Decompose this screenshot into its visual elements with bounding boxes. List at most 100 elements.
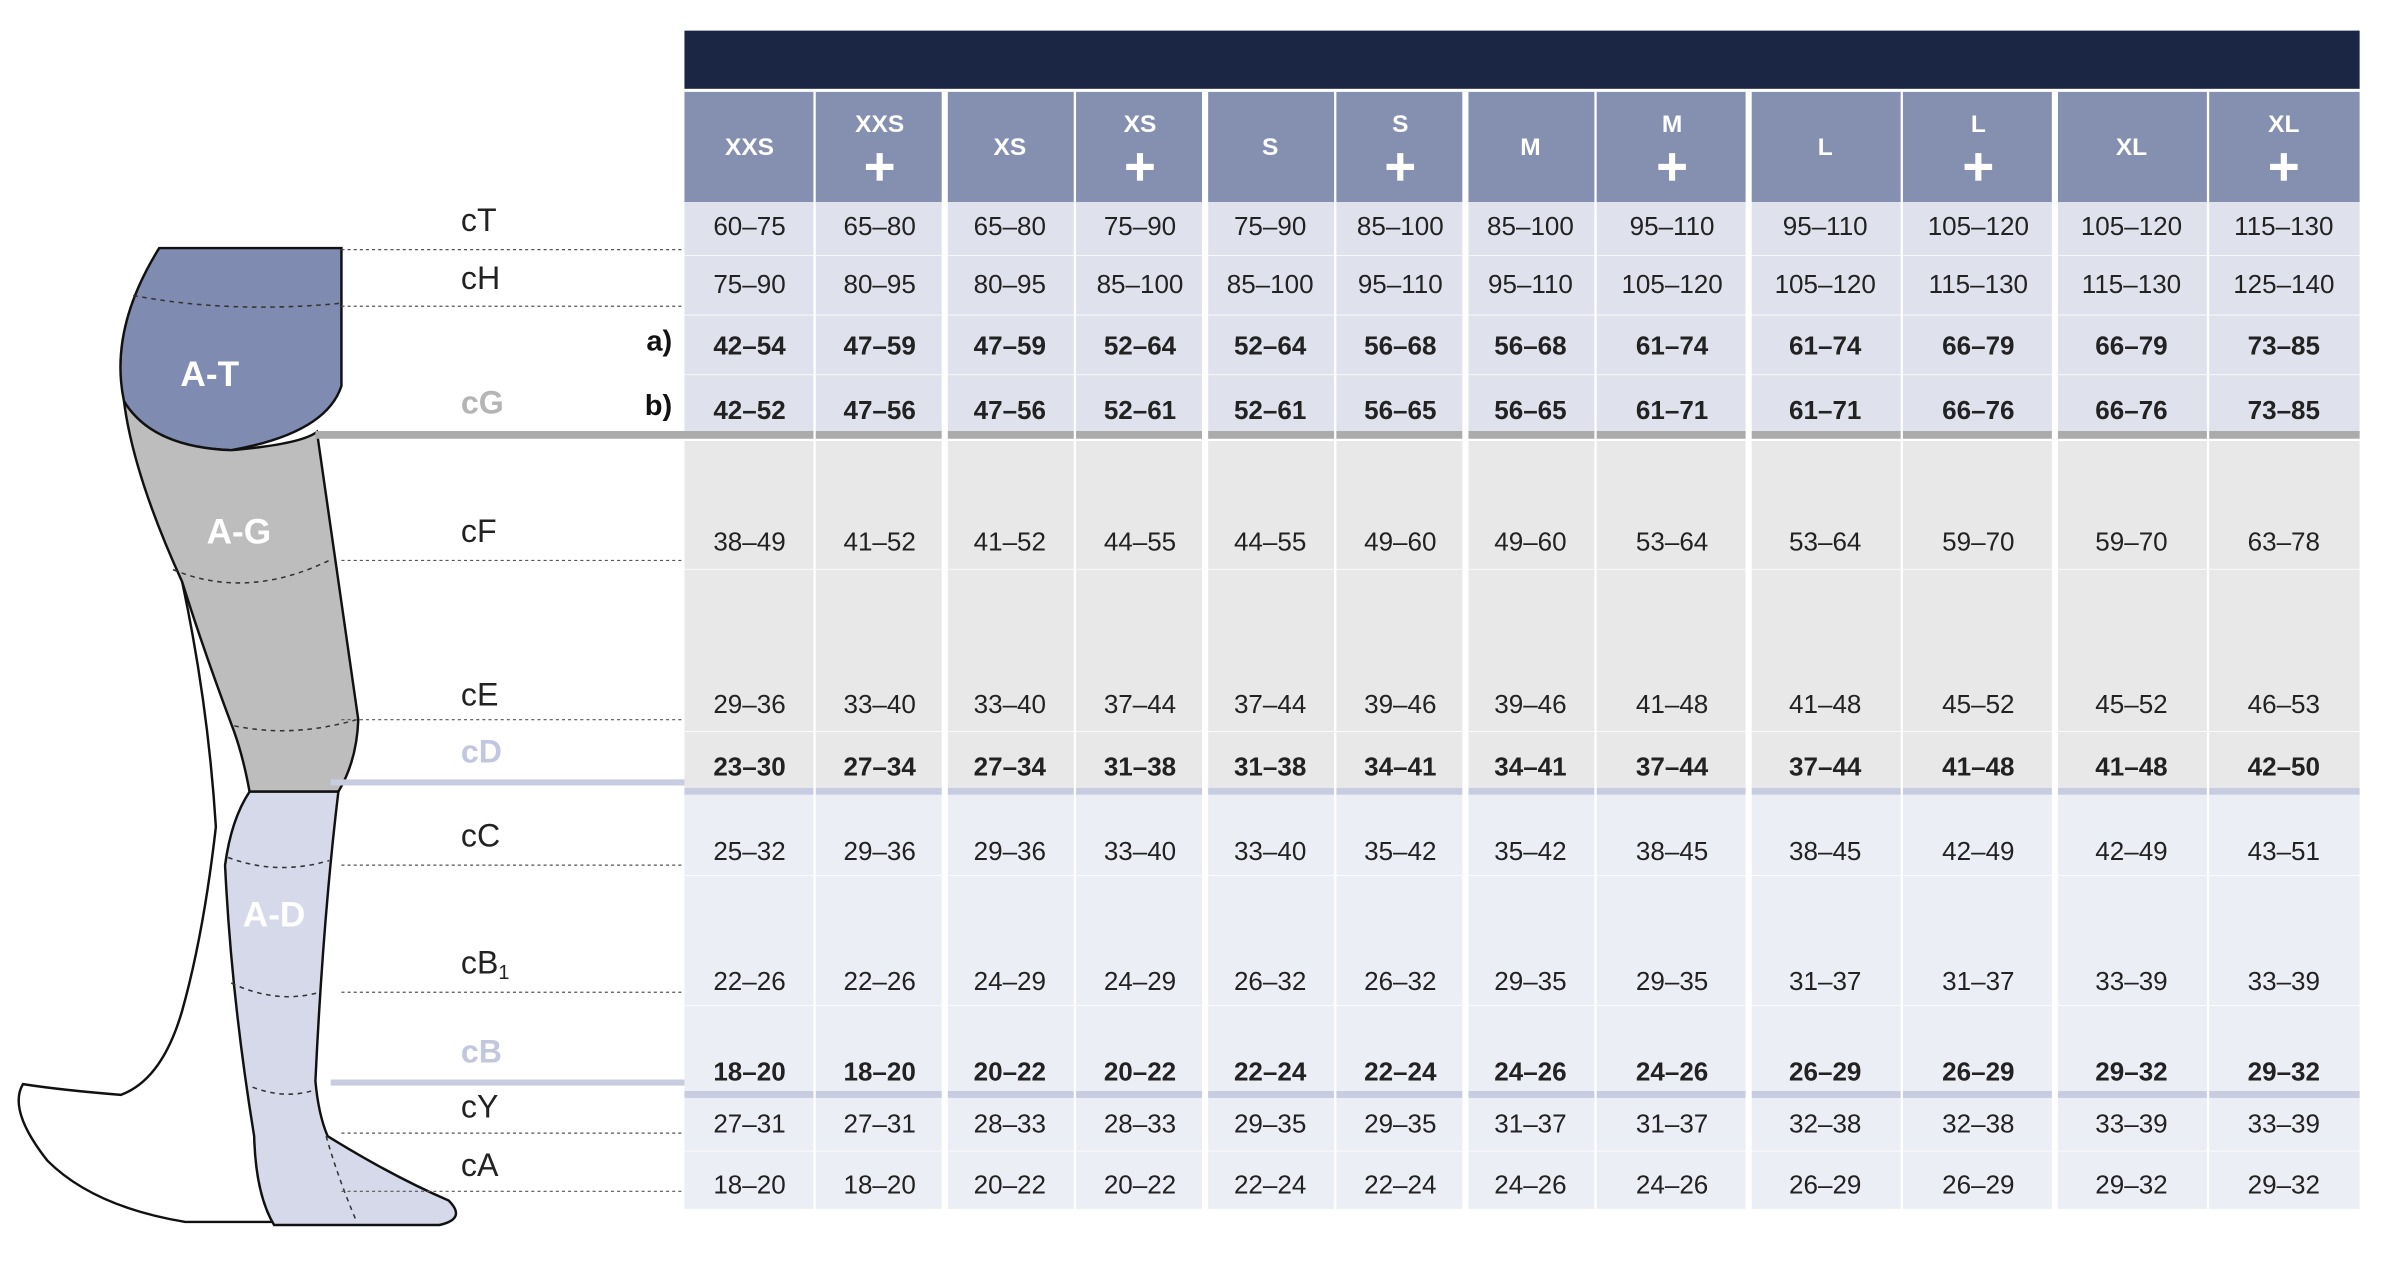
size-value: 49–60	[1364, 526, 1436, 556]
size-value: 42–52	[713, 395, 785, 425]
zone-a-d	[223, 790, 458, 1227]
size-value: 56–65	[1494, 395, 1566, 425]
size-value: 24–26	[1636, 1056, 1708, 1086]
row-bg	[684, 1097, 2360, 1152]
size-value: 95–110	[1783, 211, 1868, 241]
level-name: cY	[461, 1088, 499, 1124]
size-value: 20–22	[974, 1170, 1046, 1200]
size-value: 59–70	[1942, 526, 2014, 556]
size-label: XXS	[855, 111, 904, 138]
level-label: cB1	[461, 944, 510, 984]
size-value: 65–80	[974, 211, 1046, 241]
size-value: 26–32	[1364, 966, 1436, 996]
row-prefix: b)	[645, 390, 672, 422]
row-bg	[684, 375, 2360, 435]
size-value: 29–35	[1636, 966, 1708, 996]
size-value: 22–24	[1234, 1170, 1306, 1200]
level-name: cB	[461, 944, 499, 980]
size-value: 66–76	[2095, 395, 2167, 425]
size-value: 95–110	[1488, 269, 1573, 299]
size-value: 32–38	[1789, 1108, 1861, 1138]
level-name: cC	[461, 817, 500, 853]
size-value: 31–37	[1942, 966, 2014, 996]
row-bg	[684, 441, 2360, 570]
size-value: 33–40	[844, 689, 916, 719]
size-value: 105–120	[1621, 269, 1722, 299]
size-value: 85–100	[1097, 269, 1184, 299]
size-value: 22–24	[1364, 1170, 1436, 1200]
size-value: 115–130	[2082, 269, 2181, 299]
size-value: 73–85	[2248, 395, 2320, 425]
size-value: 75–90	[1104, 211, 1176, 241]
size-value: 28–33	[974, 1108, 1046, 1138]
size-value: 33–39	[2248, 1108, 2320, 1138]
row-bg	[684, 794, 2360, 876]
zone-label: A-D	[243, 896, 306, 935]
size-value: 115–130	[2234, 211, 2333, 241]
size-value: 34–41	[1364, 752, 1436, 782]
size-value: 59–70	[2095, 526, 2167, 556]
size-value: 115–130	[1929, 269, 2028, 299]
size-value: 20–22	[1104, 1170, 1176, 1200]
plus-sign	[2280, 153, 2287, 181]
size-value: 24–26	[1494, 1056, 1566, 1086]
size-value: 33–39	[2248, 966, 2320, 996]
level-label: cY	[461, 1088, 499, 1124]
size-value: 45–52	[1942, 689, 2014, 719]
size-value: 56–65	[1364, 395, 1436, 425]
size-value: 41–48	[1942, 752, 2014, 782]
size-value: 39–46	[1494, 689, 1566, 719]
size-value: 20–22	[974, 1056, 1046, 1086]
size-value: 41–48	[1789, 689, 1861, 719]
size-value: 46–53	[2248, 689, 2320, 719]
row-bg	[684, 1006, 2360, 1092]
size-value: 42–49	[2095, 836, 2167, 866]
size-value: 125–140	[2233, 269, 2334, 299]
size-value: 39–46	[1364, 689, 1436, 719]
size-value: 33–40	[1104, 836, 1176, 866]
size-value: 24–26	[1494, 1170, 1566, 1200]
size-value: 38–45	[1636, 836, 1708, 866]
size-value: 66–79	[2095, 330, 2167, 360]
size-value: 44–55	[1234, 526, 1306, 556]
size-value: 33–40	[974, 689, 1046, 719]
size-value: 85–100	[1357, 211, 1444, 241]
size-value: 63–78	[2248, 526, 2320, 556]
size-value: 73–85	[2248, 330, 2320, 360]
row-bg	[684, 255, 2360, 316]
size-value: 66–76	[1942, 395, 2014, 425]
size-value: 18–20	[844, 1056, 916, 1086]
zone-label: A-G	[207, 513, 272, 552]
size-value: 26–29	[1789, 1056, 1861, 1086]
row-bg	[684, 569, 2360, 732]
level-name: cB	[461, 1033, 502, 1069]
size-value: 61–71	[1636, 395, 1708, 425]
size-value: 38–49	[713, 526, 785, 556]
size-value: 37–44	[1789, 752, 1862, 782]
level-subscript: 1	[498, 962, 509, 984]
size-value: 22–24	[1364, 1056, 1437, 1086]
size-value: 29–35	[1234, 1108, 1306, 1138]
size-value: 31–37	[1494, 1108, 1566, 1138]
size-value: 22–26	[844, 966, 916, 996]
level-name: cD	[461, 733, 502, 769]
size-value: 29–32	[2248, 1056, 2320, 1086]
plus-sign	[876, 153, 883, 181]
row-bg	[684, 1151, 2360, 1210]
row-bg	[684, 731, 2360, 789]
size-label: XS	[1124, 111, 1157, 138]
size-value: 33–39	[2095, 966, 2167, 996]
size-value: 29–36	[974, 836, 1046, 866]
size-value: 35–42	[1494, 836, 1566, 866]
size-value: 45–52	[2095, 689, 2167, 719]
size-value: 29–36	[844, 836, 916, 866]
size-value: 80–95	[974, 269, 1046, 299]
size-value: 18–20	[713, 1170, 785, 1200]
size-value: 85–100	[1227, 269, 1314, 299]
size-value: 26–29	[1942, 1056, 2014, 1086]
size-label: M	[1662, 111, 1682, 138]
size-value: 56–68	[1494, 330, 1566, 360]
level-name: cG	[461, 384, 504, 420]
size-value: 33–40	[1234, 836, 1306, 866]
